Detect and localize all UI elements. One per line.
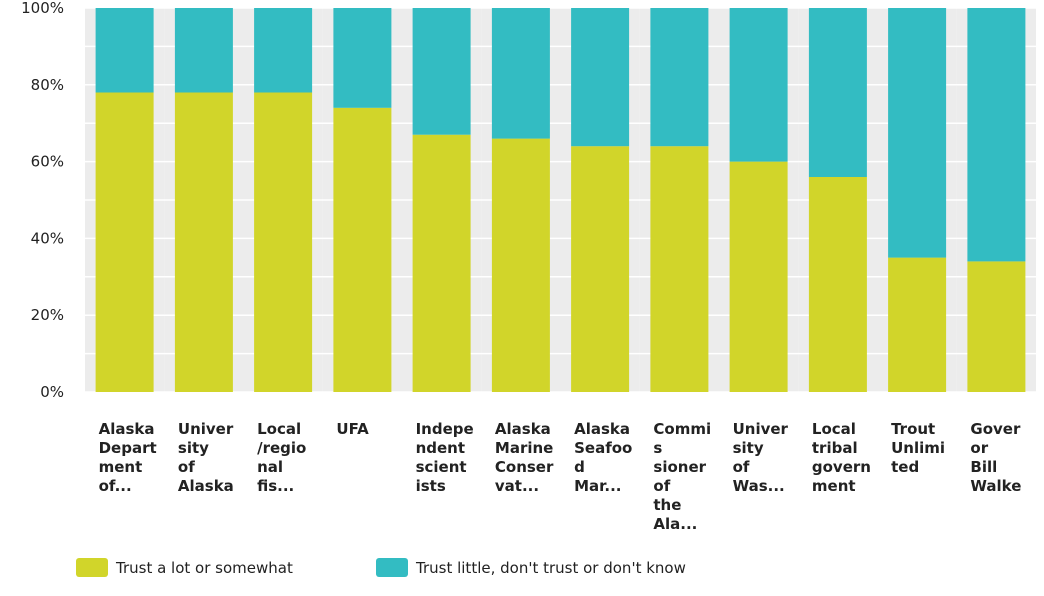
x-category-label: Gover or Bill Walke xyxy=(970,420,1022,495)
y-tick-label: 20% xyxy=(31,306,64,324)
legend-item[interactable]: Trust little, don't trust or don't know xyxy=(376,558,686,577)
bar-segment-distrust[interactable] xyxy=(571,8,630,147)
bars xyxy=(95,8,1026,393)
bar-segment-trust[interactable] xyxy=(333,107,392,393)
x-category-label: UFA xyxy=(336,420,369,438)
y-tick-label: 80% xyxy=(31,76,64,94)
bar-segment-trust[interactable] xyxy=(967,261,1026,392)
y-tick-label: 100% xyxy=(21,0,64,17)
bar-segment-trust[interactable] xyxy=(650,146,709,392)
bar-segment-distrust[interactable] xyxy=(174,8,233,93)
x-category-label: Alaska Seafoo d Mar... xyxy=(574,420,633,495)
bar-segment-distrust[interactable] xyxy=(333,8,392,108)
bar-segment-distrust[interactable] xyxy=(888,8,947,258)
bar-segment-distrust[interactable] xyxy=(254,8,313,93)
bar-segment-distrust[interactable] xyxy=(95,8,154,93)
legend-label: Trust a lot or somewhat xyxy=(116,558,293,577)
x-category-label: Univer sity of Was... xyxy=(732,420,788,495)
x-category-label: Commis sioner of the Ala... xyxy=(653,420,712,533)
bar-segment-trust[interactable] xyxy=(729,161,788,392)
x-category-label: Univer sity of Alaska xyxy=(177,420,234,495)
bar-segment-trust[interactable] xyxy=(174,92,233,393)
x-category-label: Local tribal govern ment xyxy=(811,420,871,495)
x-category-label: Trout Unlimi ted xyxy=(891,420,946,476)
x-category-label: Alaska Marine Conser vat... xyxy=(494,420,554,495)
bar-segment-trust[interactable] xyxy=(95,92,154,393)
y-tick-label: 0% xyxy=(40,383,64,401)
bar-segment-trust[interactable] xyxy=(888,257,947,392)
bar-segment-distrust[interactable] xyxy=(967,8,1026,262)
y-axis-ticks: 0% 20% 40% 60% 80% 100% xyxy=(21,0,64,401)
bar-segment-trust[interactable] xyxy=(412,134,471,392)
bar-segment-trust[interactable] xyxy=(491,138,550,392)
x-category-label: Local /regio nal fis... xyxy=(257,420,307,495)
legend-swatch xyxy=(376,558,408,577)
bar-segment-distrust[interactable] xyxy=(491,8,550,139)
legend-item[interactable]: Trust a lot or somewhat xyxy=(76,558,293,577)
y-tick-label: 40% xyxy=(31,229,64,247)
x-category-label: Indepe ndent scient ists xyxy=(415,420,474,495)
legend-swatch xyxy=(76,558,108,577)
bar-segment-trust[interactable] xyxy=(808,177,867,392)
bar-segment-trust[interactable] xyxy=(571,146,630,392)
bar-segment-distrust[interactable] xyxy=(808,8,867,177)
bar-segment-trust[interactable] xyxy=(254,92,313,393)
x-category-label: Alaska Depart ment of... xyxy=(98,420,157,495)
legend-label: Trust little, don't trust or don't know xyxy=(416,558,686,577)
bar-segment-distrust[interactable] xyxy=(650,8,709,147)
y-tick-label: 60% xyxy=(31,153,64,171)
bar-segment-distrust[interactable] xyxy=(729,8,788,162)
bar-segment-distrust[interactable] xyxy=(412,8,471,135)
